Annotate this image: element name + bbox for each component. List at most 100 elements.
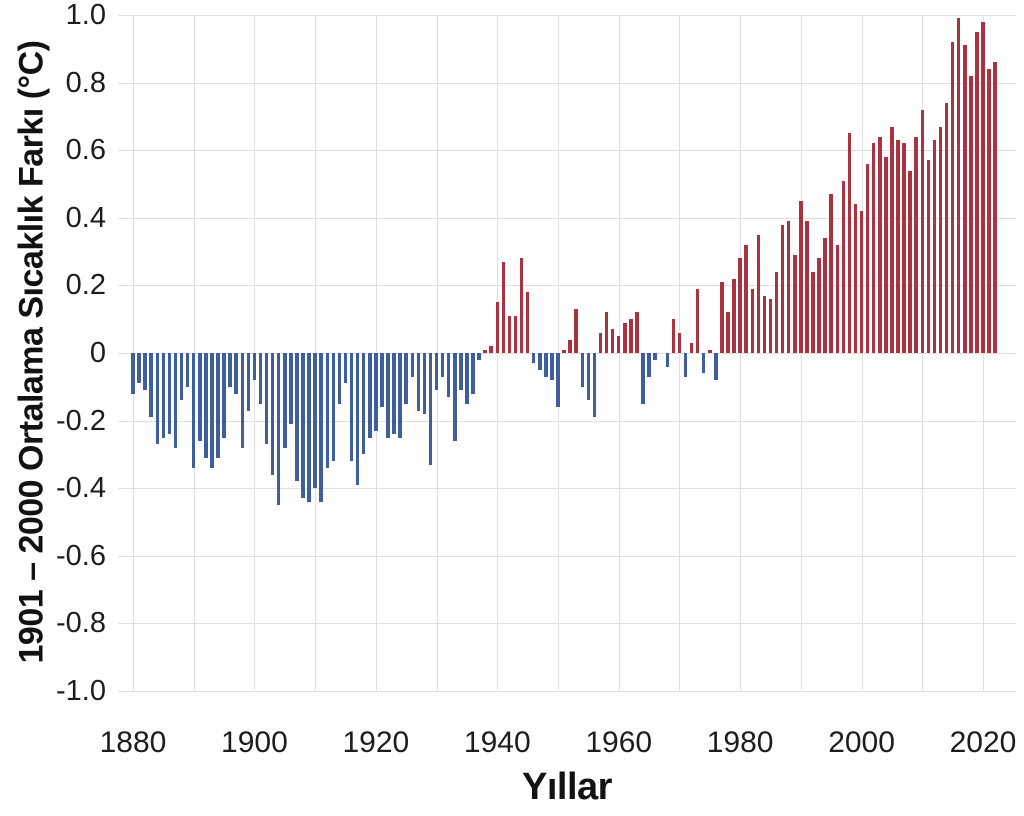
temperature-bar bbox=[216, 353, 220, 458]
y-tick-label: -0.4 bbox=[56, 472, 106, 505]
temperature-bar bbox=[914, 136, 918, 353]
temperature-bar bbox=[283, 353, 287, 448]
temperature-bar bbox=[525, 292, 530, 353]
temperature-bar bbox=[501, 261, 506, 353]
temperature-bar bbox=[538, 353, 542, 370]
temperature-bar bbox=[726, 312, 730, 353]
temperature-bar bbox=[975, 31, 979, 353]
temperature-bar bbox=[410, 353, 415, 377]
temperature-bar bbox=[143, 353, 147, 391]
temperature-bar bbox=[793, 255, 797, 353]
temperature-bar bbox=[865, 163, 870, 353]
temperature-bar bbox=[228, 353, 232, 387]
temperature-bar bbox=[428, 353, 433, 465]
temperature-bar bbox=[878, 136, 882, 353]
temperature-bar bbox=[829, 194, 833, 353]
temperature-bar bbox=[301, 353, 305, 499]
temperature-bar bbox=[616, 336, 621, 353]
temperature-bar bbox=[598, 332, 603, 353]
temperature-bar bbox=[993, 62, 997, 353]
temperature-bar bbox=[507, 315, 512, 353]
y-tick-label: -1.0 bbox=[56, 675, 106, 707]
temperature-bar bbox=[884, 157, 888, 353]
y-tick-label: 0.2 bbox=[65, 269, 106, 302]
y-tick-label: 0 bbox=[89, 337, 106, 369]
temperature-bar bbox=[234, 353, 238, 394]
temperature-bar bbox=[295, 353, 299, 482]
temperature-bar bbox=[264, 353, 269, 445]
temperature-bar bbox=[780, 224, 785, 353]
temperature-bar bbox=[653, 353, 657, 360]
temperature-bar bbox=[440, 353, 445, 377]
temperature-bar bbox=[932, 140, 937, 353]
temperature-bar bbox=[210, 353, 214, 468]
temperature-bar bbox=[562, 349, 566, 353]
temperature-bar bbox=[805, 221, 809, 353]
temperature-bar bbox=[246, 353, 251, 411]
temperature-bar bbox=[744, 244, 748, 353]
temperature-bar bbox=[167, 353, 172, 435]
vertical-gridline bbox=[983, 15, 984, 691]
temperature-bar bbox=[392, 353, 396, 435]
temperature-bar bbox=[483, 349, 487, 353]
x-axis-title: Yıllar bbox=[522, 766, 612, 808]
temperature-bar bbox=[477, 353, 481, 360]
temperature-bar bbox=[380, 353, 384, 408]
temperature-bar bbox=[398, 353, 402, 438]
temperature-bar bbox=[361, 353, 366, 455]
temperature-bar bbox=[677, 332, 682, 353]
temperature-bar bbox=[853, 204, 858, 353]
temperature-bar bbox=[204, 353, 208, 458]
temperature-bar bbox=[580, 353, 585, 387]
temperature-bar bbox=[835, 244, 840, 353]
temperature-bar bbox=[149, 353, 153, 418]
x-tick-label: 1960 bbox=[585, 726, 653, 759]
temperature-bar bbox=[774, 271, 779, 353]
temperature-bar bbox=[258, 353, 263, 404]
temperature-bar bbox=[859, 211, 864, 353]
temperature-bar bbox=[683, 353, 688, 377]
temperature-bar bbox=[404, 353, 408, 404]
temperature-bar bbox=[453, 353, 457, 441]
temperature-bar bbox=[841, 180, 846, 353]
temperature-bar bbox=[325, 353, 330, 468]
temperature-bar bbox=[629, 319, 633, 353]
temperature-bar bbox=[647, 353, 651, 377]
temperature-bar bbox=[185, 353, 190, 387]
temperature-bar bbox=[252, 353, 257, 380]
temperature-bar bbox=[173, 353, 178, 448]
temperature-bar bbox=[191, 353, 196, 468]
y-tick-label: 0.8 bbox=[65, 66, 106, 99]
temperature-bar bbox=[908, 170, 912, 353]
temperature-bar bbox=[604, 312, 609, 353]
temperature-bar bbox=[768, 298, 773, 353]
temperature-bar bbox=[811, 271, 815, 353]
x-tick-label: 1880 bbox=[99, 726, 167, 759]
temperature-bar bbox=[331, 353, 336, 462]
x-tick-label: 2000 bbox=[828, 726, 895, 759]
horizontal-gridline bbox=[118, 555, 1016, 557]
temperature-bar bbox=[313, 353, 317, 489]
temperature-bar bbox=[762, 295, 767, 353]
temperature-bar bbox=[902, 143, 906, 353]
temperature-bar bbox=[343, 353, 348, 384]
temperature-bar bbox=[568, 339, 572, 353]
x-tick-label: 1920 bbox=[342, 726, 410, 759]
x-tick-label: 2020 bbox=[949, 726, 1017, 759]
vertical-gridline bbox=[679, 15, 681, 691]
vertical-gridline bbox=[497, 15, 499, 691]
temperature-bar bbox=[495, 302, 500, 353]
temperature-bar bbox=[374, 353, 378, 431]
y-tick-label: 0.4 bbox=[65, 201, 106, 234]
y-tick-label: 0.6 bbox=[65, 134, 106, 167]
temperature-bar bbox=[459, 353, 463, 391]
temperature-bar bbox=[574, 309, 578, 353]
temperature-bar bbox=[871, 143, 876, 353]
temperature-bar bbox=[556, 353, 560, 408]
temperature-bar bbox=[987, 69, 991, 353]
horizontal-gridline bbox=[118, 15, 1016, 16]
x-tick-label: 1940 bbox=[463, 726, 531, 759]
temperature-bar bbox=[349, 353, 354, 462]
temperature-bar bbox=[817, 258, 821, 353]
temperature-bar bbox=[750, 288, 755, 353]
